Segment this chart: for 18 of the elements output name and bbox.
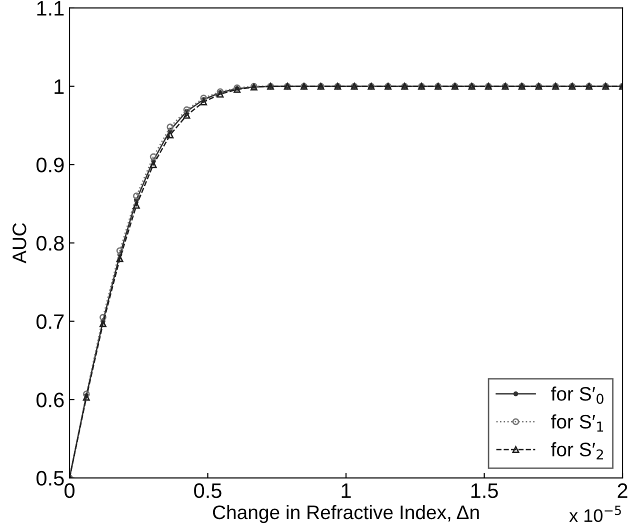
x-axis-title: Change in Refractive Index, Δn: [212, 504, 479, 524]
legend-label: for S′$_{0}$: [551, 386, 604, 404]
y-tick-label: 0.9: [36, 158, 64, 172]
x-tick-label: 1.5: [471, 484, 498, 498]
y-axis-title: AUC: [12, 223, 26, 264]
y-tick-label: 0.6: [36, 392, 64, 408]
y-tick-label: 0.8: [36, 236, 64, 251]
legend-label: for S′$_{2}$: [551, 442, 603, 460]
y-tick-label: 1: [54, 80, 64, 94]
x-tick-label: 0: [64, 483, 74, 498]
y-tick-label: 1.1: [37, 1, 64, 16]
legend-label: for S′$_{1}$: [551, 414, 604, 432]
text: x 10$^{−5}$: [569, 506, 621, 522]
y-tick-label: 0.5: [36, 470, 64, 486]
y-tick-label: 0.7: [36, 314, 64, 330]
x-tick-label: 1: [342, 484, 351, 498]
x-tick-label: 0.5: [194, 483, 222, 498]
x-tick-label: 2: [618, 483, 628, 498]
